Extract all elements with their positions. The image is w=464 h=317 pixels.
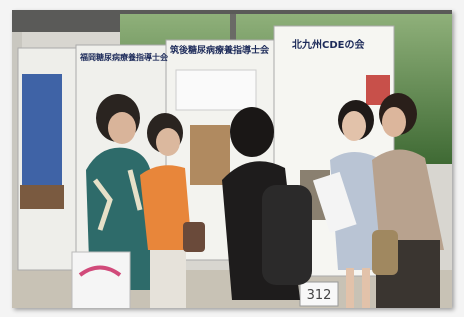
poster bbox=[176, 70, 256, 110]
booth-number: 312 bbox=[307, 288, 332, 303]
poster bbox=[22, 74, 62, 204]
poster-photos bbox=[190, 125, 230, 185]
poster-title: 福岡糖尿病療養指導士会 bbox=[79, 52, 169, 62]
poster bbox=[20, 185, 64, 209]
page: Poster session photo html, body { margin… bbox=[0, 0, 464, 317]
scene: 福岡糖尿病療養指導士会 筑後糖尿病療養指導士会 北九州CDEの会 312 bbox=[12, 10, 452, 310]
poster-title: 筑後糖尿病療養指導士会 bbox=[170, 44, 270, 56]
page-body: {"posters": [ {"title": "福岡糖尿病療養指導士会"}, … bbox=[0, 0, 464, 317]
photo: 福岡糖尿病療養指導士会 筑後糖尿病療養指導士会 北九州CDEの会 312 bbox=[0, 0, 464, 317]
poster-title: 北九州CDEの会 bbox=[292, 38, 365, 51]
